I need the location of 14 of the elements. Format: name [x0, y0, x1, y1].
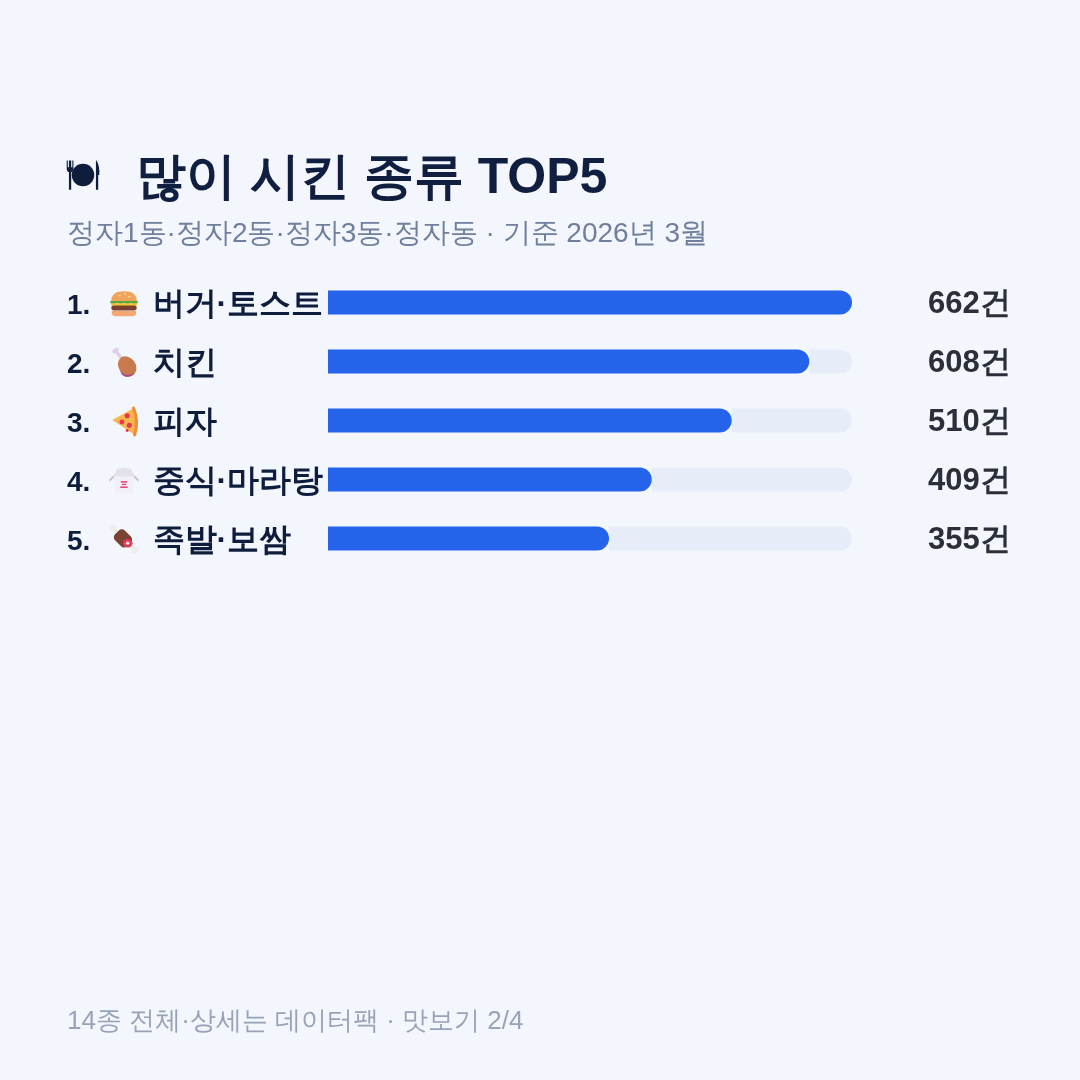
data-label: 510건 [928, 403, 1011, 438]
chart-title: 많이 시킨 종류 TOP5 [136, 147, 608, 204]
category-label: 2. 치킨 [67, 344, 217, 380]
data-label: 355건 [928, 521, 1011, 556]
category-label: 4. 중식·마라탕 [67, 462, 324, 498]
text: 14종 전체·상세는 데이터팩 · 맛보기 2/4 [67, 1005, 524, 1035]
data-label: 608건 [928, 344, 1011, 379]
data-label: 409건 [928, 462, 1011, 497]
category-label: 1. 버거·토스트 [67, 285, 324, 321]
chart-subtitle: 정자1동·정자2동·정자3동·정자동 · 기준 2026년 3월 [67, 217, 708, 248]
bar [328, 290, 852, 315]
data-label: 662건 [928, 285, 1011, 320]
category-label: 3. 피자 [67, 403, 217, 439]
category-label: 5. 족발·보쌈 [67, 521, 292, 557]
